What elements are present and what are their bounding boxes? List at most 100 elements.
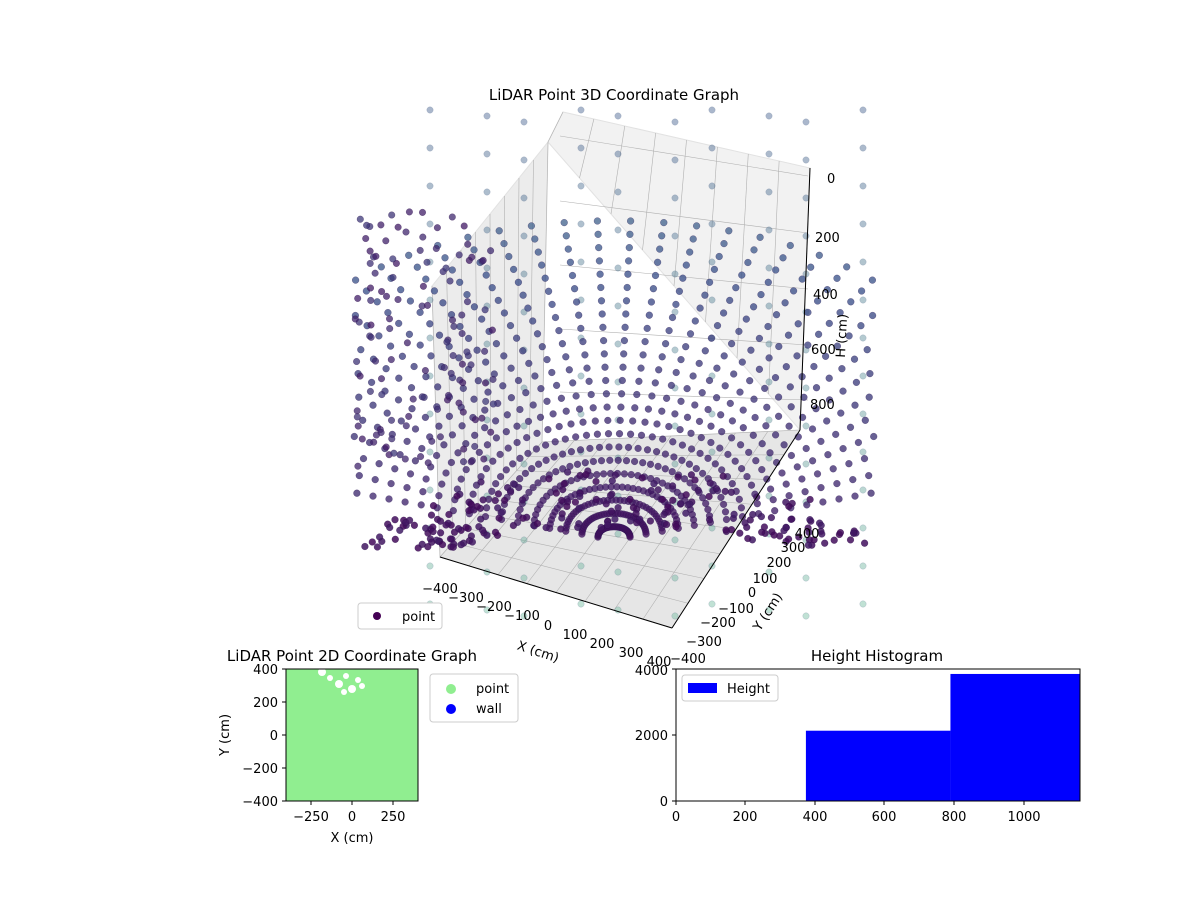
point-3d: [620, 336, 629, 345]
point-3d: [662, 520, 671, 529]
point-3d: [615, 443, 623, 451]
point-3d: [457, 475, 465, 483]
point-3d: [373, 298, 381, 306]
point-3d: [742, 315, 750, 323]
point-3d: [641, 337, 649, 346]
point-3d: [403, 483, 411, 492]
point-3d: [653, 420, 661, 428]
x-tick-hist: 400: [803, 810, 828, 825]
point-3d: [607, 507, 616, 515]
point-3d: [469, 490, 477, 498]
point-3d: [675, 287, 684, 295]
plot-3d: LiDAR Point 3D Coordinate Graph −400 −30…: [350, 86, 878, 670]
point-3d: [671, 118, 679, 126]
point-3d: [608, 477, 616, 485]
point-3d: [697, 433, 705, 442]
point-3d: [774, 412, 783, 420]
point-3d: [863, 346, 871, 354]
point-3d: [426, 562, 434, 570]
point-3d: [766, 449, 774, 457]
y-tick-2d: −200: [242, 762, 278, 777]
point-3d: [685, 460, 694, 468]
y-ticks-hist: 0 2000 4000: [635, 664, 676, 810]
point-3d: [658, 353, 666, 361]
point-3d: [489, 375, 497, 383]
point-3d: [516, 454, 524, 462]
point-3d: [817, 437, 825, 446]
point-3d: [823, 286, 831, 294]
point-3d: [462, 523, 470, 532]
point-3d: [542, 456, 550, 464]
point-3d: [785, 422, 793, 430]
point-3d: [850, 355, 859, 363]
point-3d: [600, 350, 608, 358]
x-ticks-2d: −250 0 250: [293, 801, 405, 825]
point-3d: [534, 460, 543, 468]
point-3d: [435, 492, 443, 500]
point-3d: [765, 340, 773, 348]
point-3d: [843, 263, 851, 271]
point-3d: [771, 373, 780, 382]
point-3d: [738, 512, 747, 521]
point-3d: [429, 527, 437, 536]
point-3d: [802, 422, 810, 430]
point-3d: [708, 220, 716, 228]
point-3d: [385, 495, 393, 503]
point-3d: [497, 509, 505, 517]
point-3d: [351, 315, 359, 323]
point-3d: [524, 417, 533, 426]
point-3d: [417, 501, 425, 509]
point-3d: [830, 536, 838, 544]
point-3d: [367, 333, 375, 341]
point-3d: [433, 224, 441, 232]
point-3d: [705, 376, 714, 385]
point-3d: [825, 319, 833, 328]
point-3d: [860, 454, 869, 463]
point-3d: [388, 435, 396, 443]
point-3d: [459, 408, 467, 416]
point-3d: [533, 429, 541, 437]
point-3d: [851, 401, 859, 409]
point-3d: [758, 440, 766, 448]
point-3d: [434, 383, 442, 391]
point-3d: [593, 470, 601, 479]
y-tick-hist: 4000: [635, 664, 668, 679]
point-3d: [444, 391, 453, 399]
point-3d: [405, 208, 413, 216]
point-3d: [500, 496, 509, 505]
point-3d: [704, 405, 712, 414]
point-3d: [603, 521, 612, 529]
point-3d: [789, 287, 798, 295]
point-3d: [724, 450, 732, 459]
point-3d: [418, 208, 427, 216]
point-3d: [631, 404, 639, 412]
point-3d: [832, 430, 840, 439]
point-3d: [531, 235, 539, 243]
point-3d: [861, 416, 869, 424]
point-3d: [652, 448, 661, 456]
point-3d: [478, 315, 486, 323]
point-3d: [475, 448, 483, 457]
point-3d: [401, 498, 409, 506]
point-3d: [482, 271, 490, 279]
point-3d: [772, 311, 781, 319]
point-3d: [665, 326, 673, 335]
point-3d: [367, 378, 376, 387]
point-3d: [660, 510, 668, 519]
point-3d: [377, 263, 385, 271]
plot-2d-gap: [348, 685, 356, 693]
point-3d: [394, 295, 402, 304]
point-3d: [432, 244, 440, 253]
point-3d: [541, 274, 549, 282]
point-3d: [745, 448, 753, 457]
point-3d: [648, 392, 656, 400]
point-3d: [406, 470, 415, 478]
point-3d: [403, 339, 411, 347]
point-3d: [467, 458, 475, 466]
point-3d: [859, 334, 867, 342]
y-tick-3d: 400: [795, 527, 820, 542]
point-3d: [471, 442, 479, 450]
point-3d: [804, 541, 813, 549]
point-3d: [482, 464, 491, 473]
